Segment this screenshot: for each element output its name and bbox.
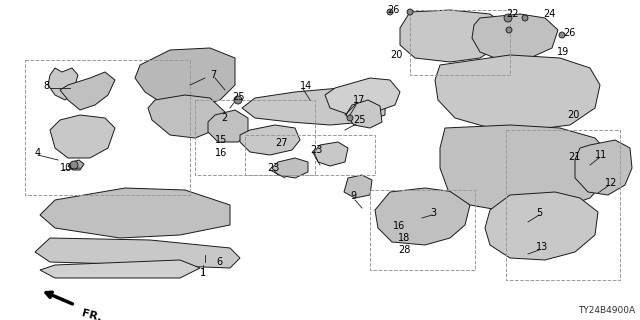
Polygon shape: [435, 55, 600, 130]
Bar: [410, 10, 510, 75]
Bar: [506, 130, 620, 280]
Bar: [245, 135, 375, 175]
Text: 26: 26: [387, 5, 399, 15]
Text: 20: 20: [390, 50, 403, 60]
Polygon shape: [400, 10, 505, 62]
Text: 10: 10: [60, 163, 72, 173]
Polygon shape: [40, 260, 200, 278]
Text: 18: 18: [398, 233, 410, 243]
Text: 25: 25: [232, 92, 244, 102]
Bar: [25, 60, 190, 195]
Text: 8: 8: [43, 81, 49, 91]
Text: 20: 20: [567, 110, 579, 120]
Circle shape: [504, 14, 512, 22]
Text: 23: 23: [267, 163, 280, 173]
Circle shape: [522, 15, 528, 21]
Text: 17: 17: [353, 95, 365, 105]
Polygon shape: [68, 160, 84, 170]
Polygon shape: [208, 110, 248, 142]
Text: 21: 21: [568, 152, 580, 162]
Text: 9: 9: [350, 191, 356, 201]
Text: 22: 22: [506, 9, 518, 19]
Polygon shape: [344, 175, 372, 198]
Polygon shape: [575, 140, 632, 195]
Text: 26: 26: [563, 28, 575, 38]
Circle shape: [70, 161, 78, 169]
Text: 7: 7: [210, 70, 216, 80]
Text: 6: 6: [216, 257, 222, 267]
Polygon shape: [440, 125, 610, 212]
Text: 4: 4: [35, 148, 41, 158]
Text: FR.: FR.: [80, 308, 102, 320]
Polygon shape: [240, 125, 300, 155]
Text: 2: 2: [221, 113, 227, 123]
Polygon shape: [272, 158, 308, 178]
Text: 28: 28: [398, 245, 410, 255]
Text: 27: 27: [275, 138, 287, 148]
Circle shape: [407, 9, 413, 15]
Polygon shape: [35, 238, 240, 268]
Text: 19: 19: [557, 47, 569, 57]
Polygon shape: [485, 192, 598, 260]
Polygon shape: [60, 72, 115, 110]
Text: 24: 24: [543, 9, 556, 19]
Text: 11: 11: [595, 150, 607, 160]
Text: 25: 25: [353, 115, 365, 125]
Text: 3: 3: [430, 208, 436, 218]
Text: 16: 16: [393, 221, 405, 231]
Polygon shape: [50, 115, 115, 158]
Text: 1: 1: [200, 268, 206, 278]
Bar: [195, 100, 315, 175]
Polygon shape: [242, 88, 385, 125]
Polygon shape: [346, 100, 382, 128]
Polygon shape: [325, 78, 400, 115]
Polygon shape: [375, 188, 470, 245]
Text: 16: 16: [215, 148, 227, 158]
Text: 13: 13: [536, 242, 548, 252]
Text: 14: 14: [300, 81, 312, 91]
Text: 23: 23: [310, 145, 323, 155]
Text: 15: 15: [215, 135, 227, 145]
Polygon shape: [40, 188, 230, 238]
Polygon shape: [135, 48, 235, 108]
Circle shape: [347, 115, 353, 121]
Text: TY24B4900A: TY24B4900A: [578, 306, 635, 315]
Text: 12: 12: [605, 178, 618, 188]
Bar: [370, 190, 475, 270]
Polygon shape: [148, 95, 225, 138]
Polygon shape: [472, 14, 558, 60]
Circle shape: [559, 32, 565, 38]
Circle shape: [234, 96, 242, 104]
Polygon shape: [314, 142, 348, 166]
Polygon shape: [48, 68, 78, 100]
Text: 5: 5: [536, 208, 542, 218]
Circle shape: [387, 9, 393, 15]
Circle shape: [506, 27, 512, 33]
